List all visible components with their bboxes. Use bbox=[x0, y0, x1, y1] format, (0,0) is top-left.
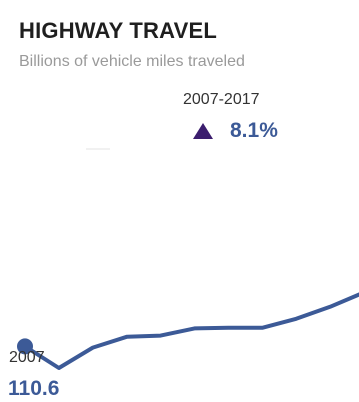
triangle-up-icon bbox=[193, 123, 213, 139]
start-value-label: 110.6 bbox=[8, 377, 60, 400]
chart-title: HIGHWAY TRAVEL bbox=[19, 18, 217, 43]
start-point-marker bbox=[17, 338, 33, 355]
start-year-label: 2007 bbox=[9, 349, 45, 366]
chart-subtitle: Billions of vehicle miles traveled bbox=[19, 53, 245, 70]
series-line bbox=[23, 292, 359, 370]
chart-marks bbox=[17, 148, 359, 370]
change-percent: 8.1% bbox=[230, 119, 278, 142]
change-period-label: 2007-2017 bbox=[183, 91, 260, 108]
change-indicator: 8.1% bbox=[193, 119, 278, 143]
